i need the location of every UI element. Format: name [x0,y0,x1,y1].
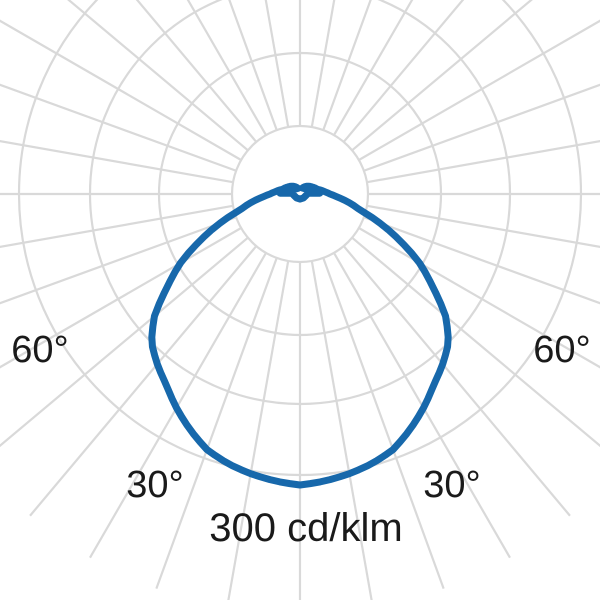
svg-text:300 cd/klm: 300 cd/klm [209,506,402,550]
svg-text:60°: 60° [533,329,590,371]
svg-text:30°: 30° [423,464,480,506]
svg-text:60°: 60° [11,329,68,371]
svg-text:30°: 30° [126,464,183,506]
